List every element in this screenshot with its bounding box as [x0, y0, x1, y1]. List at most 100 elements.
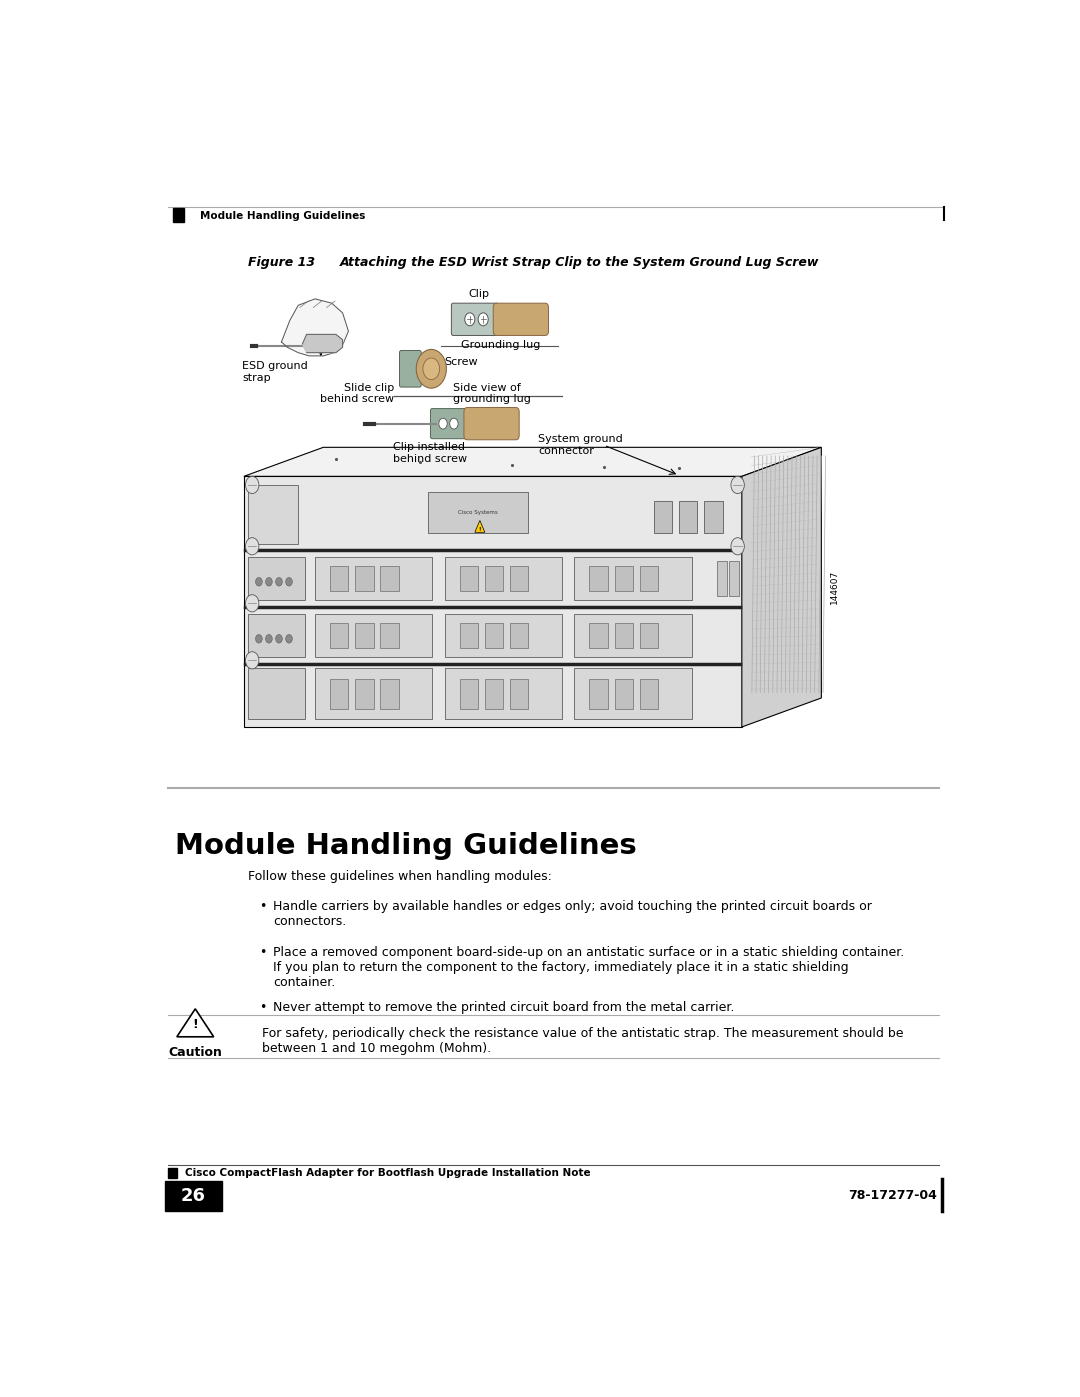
Bar — [590, 623, 608, 648]
Text: 26: 26 — [181, 1187, 206, 1206]
Bar — [315, 615, 432, 657]
Text: Caution: Caution — [168, 1046, 222, 1059]
Circle shape — [245, 538, 259, 555]
Bar — [173, 208, 185, 222]
Text: !: ! — [192, 1018, 198, 1031]
Circle shape — [731, 476, 744, 493]
Bar — [615, 566, 633, 591]
Polygon shape — [475, 521, 485, 532]
Bar — [355, 566, 374, 591]
Text: Side view of
grounding lug: Side view of grounding lug — [454, 383, 531, 404]
Bar — [485, 566, 503, 591]
Text: ESD ground
strap: ESD ground strap — [242, 362, 308, 383]
Circle shape — [266, 577, 272, 587]
Bar — [510, 679, 528, 708]
Bar — [575, 615, 691, 657]
Text: Follow these guidelines when handling modules:: Follow these guidelines when handling mo… — [248, 870, 552, 883]
FancyBboxPatch shape — [431, 408, 469, 439]
Bar — [679, 502, 698, 534]
Text: •: • — [259, 1002, 267, 1014]
Polygon shape — [244, 447, 821, 476]
Bar — [615, 623, 633, 648]
Bar — [639, 623, 658, 648]
Text: Place a removed component board-side-up on an antistatic surface or in a static : Place a removed component board-side-up … — [273, 946, 904, 989]
Bar — [510, 566, 528, 591]
Text: Figure 13: Figure 13 — [248, 256, 315, 268]
Text: Clip: Clip — [468, 289, 489, 299]
Text: !: ! — [478, 527, 481, 532]
Polygon shape — [742, 447, 821, 726]
Bar — [639, 566, 658, 591]
Bar — [460, 679, 478, 708]
Circle shape — [256, 577, 262, 587]
Bar — [485, 623, 503, 648]
Text: •: • — [259, 900, 267, 914]
Bar — [380, 623, 399, 648]
Text: 78-17277-04: 78-17277-04 — [848, 1189, 936, 1203]
Bar — [575, 557, 691, 601]
Bar — [485, 679, 503, 708]
Bar — [315, 668, 432, 719]
Bar — [330, 679, 349, 708]
Bar — [575, 668, 691, 719]
Bar — [460, 623, 478, 648]
FancyBboxPatch shape — [451, 303, 498, 335]
Bar — [729, 562, 740, 595]
Bar — [355, 623, 374, 648]
Circle shape — [464, 313, 475, 326]
Circle shape — [438, 418, 447, 429]
Circle shape — [731, 538, 744, 555]
FancyBboxPatch shape — [464, 408, 519, 440]
FancyBboxPatch shape — [400, 351, 421, 387]
Bar — [168, 1168, 177, 1178]
Bar — [615, 679, 633, 708]
Circle shape — [266, 634, 272, 643]
Text: Never attempt to remove the printed circuit board from the metal carrier.: Never attempt to remove the printed circ… — [273, 1002, 734, 1014]
Polygon shape — [282, 299, 349, 356]
Circle shape — [285, 577, 293, 587]
Bar — [653, 502, 673, 534]
Circle shape — [478, 313, 488, 326]
Text: 144607: 144607 — [831, 570, 839, 605]
Text: Module Handling Guidelines: Module Handling Guidelines — [200, 211, 366, 221]
Circle shape — [416, 349, 446, 388]
Bar — [445, 615, 562, 657]
Bar — [460, 566, 478, 591]
Bar — [590, 679, 608, 708]
Circle shape — [449, 418, 458, 429]
Bar — [445, 668, 562, 719]
Circle shape — [285, 634, 293, 643]
Bar — [248, 485, 298, 545]
Bar — [639, 679, 658, 708]
Circle shape — [256, 634, 262, 643]
Bar — [510, 623, 528, 648]
Polygon shape — [244, 476, 742, 726]
Circle shape — [275, 634, 282, 643]
Circle shape — [245, 476, 259, 493]
Polygon shape — [177, 1009, 214, 1037]
Text: Grounding lug: Grounding lug — [461, 339, 541, 349]
Text: Slide clip
behind screw: Slide clip behind screw — [321, 383, 394, 404]
Bar — [380, 679, 399, 708]
Bar — [248, 615, 305, 657]
Bar — [248, 557, 305, 601]
Bar — [330, 623, 349, 648]
Bar — [717, 562, 727, 595]
Text: System ground
connector: System ground connector — [539, 434, 623, 455]
Text: Cisco Systems: Cisco Systems — [458, 510, 498, 515]
Polygon shape — [302, 334, 342, 352]
Text: •: • — [259, 946, 267, 960]
Text: Attaching the ESD Wrist Strap Clip to the System Ground Lug Screw: Attaching the ESD Wrist Strap Clip to th… — [340, 256, 820, 268]
Text: Cisco CompactFlash Adapter for Bootflash Upgrade Installation Note: Cisco CompactFlash Adapter for Bootflash… — [186, 1168, 591, 1178]
Bar — [355, 679, 374, 708]
Bar — [330, 566, 349, 591]
Bar — [445, 557, 562, 601]
Text: Module Handling Guidelines: Module Handling Guidelines — [175, 833, 637, 861]
Text: For safety, periodically check the resistance value of the antistatic strap. The: For safety, periodically check the resis… — [262, 1027, 904, 1055]
Bar — [590, 566, 608, 591]
Circle shape — [275, 577, 282, 587]
Text: Handle carriers by available handles or edges only; avoid touching the printed c: Handle carriers by available handles or … — [273, 900, 872, 928]
Text: Clip installed
behind screw: Clip installed behind screw — [393, 441, 467, 464]
Bar — [380, 566, 399, 591]
Circle shape — [245, 651, 259, 669]
